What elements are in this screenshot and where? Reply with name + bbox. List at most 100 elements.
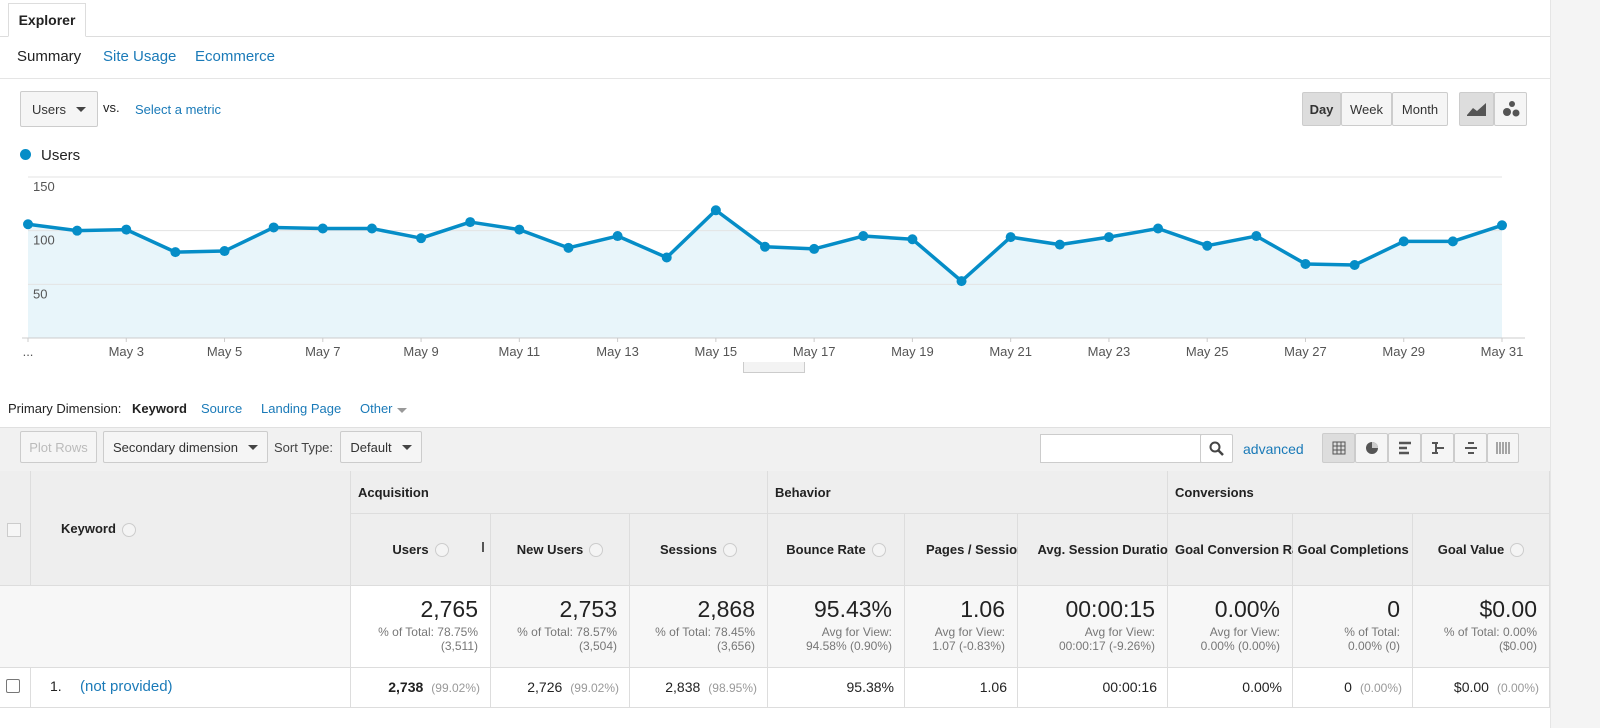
total-value: 2,765 bbox=[420, 596, 478, 622]
header-checkbox bbox=[7, 523, 21, 537]
view-terms[interactable] bbox=[1454, 433, 1487, 463]
total-note: % of Total: 78.75% bbox=[378, 625, 478, 639]
x-tick-label: May 21 bbox=[989, 344, 1032, 359]
divider bbox=[0, 78, 1550, 79]
tab[interactable]: Explorer bbox=[8, 3, 86, 37]
point bbox=[1447, 236, 1458, 247]
point bbox=[563, 242, 574, 253]
total-note: 0.00% (0.00%) bbox=[1200, 639, 1280, 653]
icon bbox=[1464, 442, 1477, 454]
chart: 50 100 150... May 3 May 5 May 7 May 9 May 11 May… bbox=[22, 176, 1525, 359]
period-button[interactable]: Week bbox=[1341, 92, 1392, 126]
advanced-link[interactable]: advanced bbox=[1243, 441, 1304, 457]
column-header-text[interactable]: Avg. Session Duration bbox=[1037, 541, 1176, 557]
point bbox=[416, 233, 427, 244]
cell-value: 00:00:16 bbox=[1102, 679, 1158, 695]
help-icon[interactable] bbox=[434, 543, 449, 558]
help-icon[interactable] bbox=[121, 522, 136, 537]
point bbox=[809, 243, 820, 254]
group-header: Acquisition bbox=[351, 471, 768, 514]
totals-cell: $0.00 % of Total: 0.00% ($0.00) bbox=[1413, 586, 1550, 668]
cell-value: $0.00 bbox=[1453, 679, 1489, 695]
column-header-text[interactable]: Goal Value bbox=[1437, 541, 1505, 557]
column-header-text[interactable]: Bounce Rate bbox=[786, 541, 866, 557]
icon bbox=[1398, 441, 1411, 455]
totals-cell: 2,765 % of Total: 78.75% (3,511) bbox=[351, 586, 491, 668]
column-header-text[interactable]: Users bbox=[392, 541, 429, 557]
select-metric[interactable]: Select a metric bbox=[135, 102, 221, 117]
column-header-cell: Goal Value bbox=[1413, 514, 1550, 586]
point bbox=[465, 217, 476, 228]
column-header-cell: Avg. Session Duration bbox=[1018, 514, 1196, 586]
view-table[interactable] bbox=[1322, 433, 1355, 463]
subtab[interactable]: Summary bbox=[17, 48, 82, 65]
row-keyword[interactable]: (not provided) bbox=[80, 678, 173, 695]
total-note: % of Total: 0.00% bbox=[1443, 625, 1537, 639]
totals-blank bbox=[0, 586, 351, 668]
row-cell: 1.06 bbox=[905, 668, 1018, 708]
dimension-option[interactable]: Source bbox=[201, 401, 243, 416]
view-pivot[interactable] bbox=[1487, 433, 1519, 463]
period-button[interactable]: Month bbox=[1392, 92, 1448, 126]
point bbox=[1202, 240, 1213, 251]
dimension-option[interactable]: Other bbox=[360, 401, 407, 416]
totals-cell: 95.43% Avg for View: 94.58% (0.90%) bbox=[768, 586, 905, 668]
secondary-dimension[interactable]: Secondary dimension bbox=[103, 431, 268, 463]
column-header-text[interactable]: Pages / Session bbox=[926, 541, 1025, 557]
y-tick-label: 50 bbox=[33, 286, 47, 301]
point bbox=[268, 222, 279, 233]
view-switcher bbox=[1322, 433, 1519, 463]
icon bbox=[1496, 442, 1510, 454]
y-tick-label: 100 bbox=[33, 233, 55, 248]
chart-resize-handle[interactable] bbox=[743, 362, 805, 373]
row-cell: 2,738 (99.02%) bbox=[351, 668, 491, 708]
vs-label: vs. bbox=[103, 100, 120, 115]
motion-chart-toggle[interactable] bbox=[1494, 92, 1527, 126]
point bbox=[1300, 258, 1311, 269]
row-checkbox[interactable] bbox=[6, 679, 20, 693]
view-pie[interactable] bbox=[1355, 433, 1388, 463]
total-value: 95.43% bbox=[813, 596, 892, 622]
column-header-text[interactable]: Goal Completions bbox=[1297, 541, 1409, 557]
view-compare[interactable] bbox=[1421, 433, 1454, 463]
subtab[interactable]: Ecommerce bbox=[195, 48, 276, 65]
column-header-text[interactable]: Goal Conversion Rate bbox=[1175, 541, 1311, 557]
x-tick-label: May 13 bbox=[596, 344, 639, 359]
sort-dropdown[interactable]: Default bbox=[340, 431, 422, 463]
help-icon[interactable] bbox=[723, 543, 738, 558]
dimension-header-cell: Keyword bbox=[31, 471, 351, 586]
cell-percent: (98.95%) bbox=[708, 681, 757, 695]
dimension-option[interactable]: Landing Page bbox=[261, 401, 342, 416]
line-chart-toggle[interactable] bbox=[1459, 92, 1494, 126]
total-value: $0.00 bbox=[1479, 596, 1537, 622]
search-button[interactable] bbox=[1200, 434, 1233, 463]
help-icon[interactable] bbox=[1510, 543, 1525, 558]
legend-label[interactable]: Users bbox=[41, 147, 81, 164]
group-label: Acquisition bbox=[358, 485, 429, 500]
row-cell: 0.00% bbox=[1168, 668, 1293, 708]
point bbox=[23, 219, 33, 230]
column-header-cell: Pages / Session bbox=[905, 514, 1045, 586]
view-bars[interactable] bbox=[1388, 433, 1421, 463]
plot-rows-button[interactable]: Plot Rows bbox=[20, 431, 97, 463]
dimension-header-text[interactable]: Keyword bbox=[61, 521, 116, 536]
point bbox=[1153, 223, 1164, 234]
total-value: 00:00:15 bbox=[1065, 596, 1155, 622]
cell-value: 1.06 bbox=[979, 679, 1007, 695]
total-note: % of Total: 78.45% bbox=[655, 625, 755, 639]
cell-percent: (99.02%) bbox=[570, 681, 619, 695]
help-icon[interactable] bbox=[589, 543, 604, 558]
column-header-cell: New Users bbox=[491, 514, 630, 586]
row-checkbox-cell bbox=[0, 668, 31, 708]
column-header: Avg. Session Duration bbox=[1038, 539, 1196, 561]
point bbox=[72, 225, 83, 236]
subtab[interactable]: Site Usage bbox=[103, 48, 177, 65]
period-button[interactable]: Day bbox=[1302, 92, 1341, 126]
point bbox=[1251, 231, 1262, 242]
column-header-text[interactable]: New Users bbox=[516, 541, 584, 557]
help-icon[interactable] bbox=[871, 543, 886, 558]
search-input[interactable] bbox=[1040, 434, 1202, 463]
metric-dropdown[interactable]: Users bbox=[20, 91, 98, 127]
dimension-option[interactable]: Keyword bbox=[132, 401, 187, 416]
column-header-text[interactable]: Sessions bbox=[659, 541, 718, 557]
